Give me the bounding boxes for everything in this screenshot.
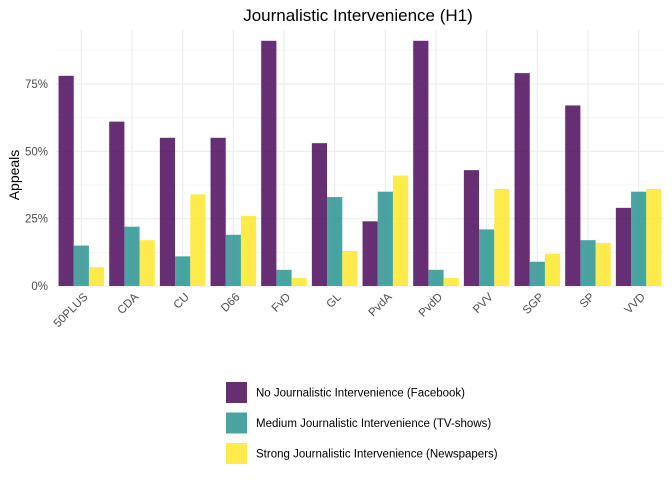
bar-50PLUS-series-3 bbox=[88, 267, 105, 286]
x-tick-label: CU bbox=[172, 291, 192, 311]
bar-SGP-series-1 bbox=[514, 73, 530, 287]
y-axis-label: Appeals bbox=[6, 150, 22, 201]
legend-key-2 bbox=[226, 412, 247, 434]
legend: No Journalistic Intervenience (Facebook)… bbox=[226, 382, 498, 464]
bar-SP-series-2 bbox=[580, 240, 596, 286]
x-axis-ticks: 50PLUS CDA CU D66 FvD GL PvdA PvdD PVV SGP SP VVD bbox=[52, 291, 648, 330]
bar-SP-series-1 bbox=[565, 105, 581, 286]
y-tick-label: 50% bbox=[25, 146, 48, 158]
x-tick-label: PVV bbox=[471, 291, 496, 316]
x-tick-label: PvdA bbox=[367, 291, 395, 319]
bar-GL-series-3 bbox=[342, 250, 358, 286]
x-tick-label: PvdD bbox=[417, 291, 445, 319]
x-tick-label: VVD bbox=[623, 291, 648, 316]
x-tick-label: 50PLUS bbox=[52, 291, 91, 330]
bar-GL-series-1 bbox=[311, 143, 328, 286]
bar-D66-series-1 bbox=[210, 137, 226, 286]
bar-VVD-series-3 bbox=[646, 188, 662, 286]
bar-PvdD-series-3 bbox=[443, 277, 459, 286]
bar-CDA-series-2 bbox=[124, 226, 140, 286]
bar-50PLUS-series-1 bbox=[58, 75, 74, 287]
bar-GL-series-2 bbox=[327, 197, 343, 286]
bar-CU-series-1 bbox=[159, 137, 176, 286]
bar-PvdA-series-2 bbox=[377, 191, 393, 286]
bar-CDA-series-1 bbox=[109, 121, 125, 286]
bar-50PLUS-series-2 bbox=[73, 245, 89, 286]
bar-D66-series-3 bbox=[240, 215, 257, 286]
legend-label-2: Medium Journalistic Intervenience (TV-sh… bbox=[256, 418, 491, 430]
legend-label-1: No Journalistic Intervenience (Facebook) bbox=[256, 388, 465, 400]
x-tick-label: D66 bbox=[219, 291, 242, 314]
legend-key-1 bbox=[226, 382, 247, 403]
y-axis-ticks: 0% 25% 50% 75% bbox=[25, 79, 48, 293]
x-tick-label: FvD bbox=[270, 291, 293, 314]
bar-SGP-series-3 bbox=[544, 253, 561, 286]
bar-CDA-series-3 bbox=[139, 240, 155, 286]
x-tick-label: GL bbox=[325, 291, 345, 311]
x-tick-label: CDA bbox=[116, 291, 142, 317]
bars-layer bbox=[58, 40, 662, 287]
legend-label-3: Strong Journalistic Intervenience (Newsp… bbox=[256, 449, 498, 461]
legend-key-3 bbox=[226, 443, 247, 464]
bar-VVD-series-1 bbox=[615, 207, 632, 286]
chart-title: Journalistic Intervenience (H1) bbox=[243, 6, 473, 25]
bar-CU-series-3 bbox=[190, 194, 206, 286]
bar-SGP-series-2 bbox=[529, 261, 545, 286]
bar-D66-series-2 bbox=[225, 234, 241, 286]
x-tick-label: SGP bbox=[521, 291, 547, 317]
bar-PVV-series-2 bbox=[479, 229, 495, 286]
bar-SP-series-3 bbox=[595, 242, 611, 286]
bar-PvdA-series-3 bbox=[392, 175, 409, 286]
y-tick-label: 75% bbox=[25, 79, 48, 91]
bar-FvD-series-3 bbox=[291, 277, 307, 286]
bar-VVD-series-2 bbox=[631, 191, 647, 286]
bar-PVV-series-3 bbox=[494, 188, 510, 286]
bar-CU-series-2 bbox=[175, 256, 191, 286]
bar-FvD-series-2 bbox=[276, 269, 292, 286]
y-tick-label: 0% bbox=[31, 281, 48, 293]
bar-PvdA-series-1 bbox=[362, 221, 378, 286]
bar-FvD-series-1 bbox=[261, 40, 277, 286]
bar-PvdD-series-2 bbox=[428, 269, 444, 286]
y-tick-label: 25% bbox=[25, 214, 48, 226]
bar-PVV-series-1 bbox=[463, 170, 480, 286]
bar-PvdD-series-1 bbox=[413, 40, 429, 286]
x-tick-label: SP bbox=[578, 291, 598, 311]
